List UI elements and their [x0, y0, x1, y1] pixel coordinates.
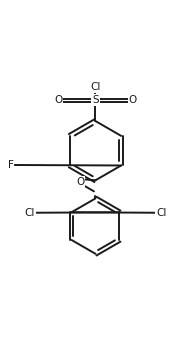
Text: O: O [54, 95, 62, 105]
Text: O: O [129, 95, 137, 105]
Text: Cl: Cl [90, 82, 101, 92]
Text: S: S [92, 95, 99, 105]
Text: F: F [8, 160, 13, 170]
Text: Cl: Cl [24, 208, 35, 218]
Text: O: O [76, 177, 84, 187]
Text: Cl: Cl [156, 208, 167, 218]
